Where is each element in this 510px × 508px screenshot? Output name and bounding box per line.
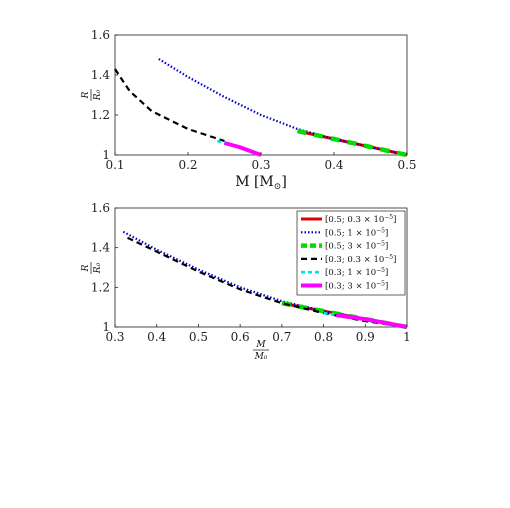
bottom-xtick-label: 0.7: [272, 330, 291, 344]
chart-bottom: 0.3 0.4 0.5 0.6 0.7 0.8 0.9 1 1 1.2 1.4 1.6 M M₀ R …: [81, 201, 411, 362]
bottom-ticks-group: 0.3 0.4 0.5 0.6 0.7 0.8 0.9 1 1 1.2 1.4 1.6: [91, 201, 411, 344]
top-ytick-label: 1.6: [91, 28, 110, 42]
top-xlabel-close: ]: [281, 174, 286, 190]
bottom-xlabel-num: M: [255, 340, 266, 350]
legend-label-red: [0.5; 0.3 × 10−5]: [325, 214, 396, 225]
top-series-group: [114, 58, 408, 158]
bottom-xtick-label: 0.6: [231, 330, 250, 344]
bottom-xtick-label: 0.3: [105, 330, 124, 344]
top-xtick-label: 0.4: [324, 158, 343, 172]
top-ylabel: R R₀: [81, 89, 103, 101]
top-ytick-label: 1: [102, 148, 110, 162]
legend-items: [0.5; 0.3 × 10−5] [0.5; 1 × 10−5] [0.5; 3 …: [301, 214, 396, 292]
top-ticks-group: 0.1 0.2 0.3 0.4 0.5 1 1.2 1.4 1.6: [91, 28, 417, 172]
bottom-ylabel-den: R₀: [93, 262, 103, 274]
legend-label-green: [0.5; 3 × 10−5]: [325, 241, 388, 252]
bottom-xlabel-den: M₀: [254, 352, 268, 362]
top-xtick-label: 0.1: [105, 158, 124, 172]
bottom-ytick-label: 1.2: [91, 280, 110, 294]
bottom-ylabel-num: R: [81, 264, 91, 272]
bottom-xtick-label: 0.5: [189, 330, 208, 344]
bottom-xlabel: M M₀: [253, 340, 269, 362]
bottom-series-group: [122, 230, 408, 330]
bottom-series-black-line: [127, 236, 408, 329]
legend-label-blue: [0.5; 1 × 10−5]: [325, 227, 388, 238]
top-xlabel-main: M [M: [235, 174, 274, 190]
bottom-xtick-label: 0.4: [147, 330, 166, 344]
top-ylabel-den: R₀: [93, 89, 103, 101]
chart-top: 0.1 0.2 0.3 0.4 0.5 1 1.2 1.4 1.6 M [M⊙] R R₀: [81, 28, 417, 192]
bottom-xtick-label: 0.8: [314, 330, 333, 344]
bottom-series-blue-line: [122, 230, 408, 329]
top-xtick-label: 0.3: [251, 158, 270, 172]
top-series-green-line: [297, 128, 408, 158]
top-xtick-label: 0.5: [397, 158, 416, 172]
legend-label-magenta: [0.3; 3 × 10−5]: [325, 281, 388, 292]
bottom-xtick-label: 0.9: [356, 330, 375, 344]
top-ytick-label: 1.4: [91, 68, 110, 82]
top-ylabel-num: R: [81, 91, 91, 99]
bottom-ytick-label: 1.6: [91, 201, 110, 215]
bottom-ytick-label: 1: [102, 320, 110, 334]
bottom-ylabel: R R₀: [81, 262, 103, 274]
legend-label-cyan: [0.3; 1 × 10−5]: [325, 267, 388, 278]
bottom-xtick-label: 1: [403, 330, 411, 344]
top-xtick-label: 0.2: [178, 158, 197, 172]
top-plot-area: [114, 34, 408, 156]
legend-label-black: [0.3; 0.3 × 10−5]: [325, 254, 396, 265]
bottom-ytick-label: 1.4: [91, 241, 110, 255]
top-xlabel-sub: ⊙: [274, 182, 282, 192]
top-series-magenta-line: [223, 141, 262, 157]
top-xlabel: M [M⊙]: [235, 174, 287, 192]
legend-box: [296, 210, 406, 296]
bottom-series-magenta-line: [335, 313, 408, 329]
top-ytick-label: 1.2: [91, 108, 110, 122]
legend: [0.5; 0.3 × 10−5] [0.5; 1 × 10−5] [0.5; 3 …: [296, 210, 406, 296]
